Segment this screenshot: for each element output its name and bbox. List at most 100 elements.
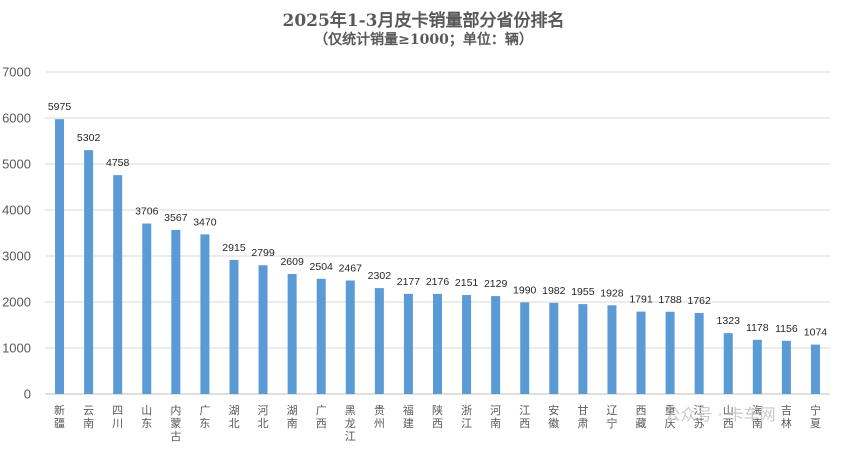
category-label: 庆 — [665, 416, 676, 430]
category-label: 东 — [141, 417, 152, 430]
data-label: 1990 — [513, 284, 537, 296]
category-label: 疆 — [54, 417, 65, 430]
data-label: 1762 — [687, 295, 711, 307]
watermark: 公众号 · 卡车网 — [664, 405, 775, 424]
chart-title: 2025年1-3月皮卡销量部分省份排名 — [282, 11, 565, 31]
category-label: 山 — [723, 404, 734, 417]
category-label: 西 — [316, 417, 327, 430]
category-label: 南 — [287, 417, 298, 430]
data-label: 2504 — [310, 261, 334, 273]
data-label: 3706 — [135, 206, 159, 218]
category-label: 蒙 — [170, 417, 181, 430]
bar — [433, 293, 442, 394]
category-label: 山 — [141, 404, 152, 417]
y-tick-label: 1000 — [2, 341, 31, 356]
data-label: 2151 — [455, 277, 479, 289]
category-label: 辽 — [606, 404, 617, 417]
data-label: 2176 — [426, 276, 450, 288]
bar — [200, 234, 210, 394]
bar — [84, 150, 94, 394]
y-tick-label: 4000 — [2, 203, 31, 218]
category-label: 新 — [54, 403, 65, 417]
category-label: 宁 — [810, 403, 821, 417]
category-label: 四 — [112, 404, 123, 417]
category-label: 黑 — [345, 404, 356, 417]
y-tick-label: 6000 — [2, 111, 31, 126]
category-label: 宁 — [606, 416, 617, 430]
category-label: 徽 — [548, 416, 559, 430]
data-label: 1791 — [629, 294, 653, 306]
category-label: 南 — [490, 417, 501, 430]
bar — [694, 312, 704, 394]
data-label: 2177 — [397, 276, 421, 288]
y-tick-label: 2000 — [2, 295, 31, 310]
data-label: 1955 — [571, 286, 595, 298]
bar — [171, 229, 181, 394]
bar — [636, 311, 646, 394]
category-label: 河 — [258, 404, 269, 417]
category-label: 湖 — [228, 404, 239, 417]
category-label: 南 — [752, 417, 763, 430]
data-label: 5302 — [77, 132, 101, 144]
chart-subtitle: （仅统计销量≥1000；单位：辆） — [314, 32, 533, 48]
category-label: 肃 — [577, 417, 588, 430]
category-label: 建 — [403, 416, 414, 430]
bar — [607, 305, 617, 394]
bar — [810, 344, 820, 394]
category-label: 江 — [461, 417, 472, 430]
data-label: 2302 — [368, 270, 392, 282]
y-tick-label: 3000 — [2, 249, 31, 264]
bar — [491, 296, 501, 394]
bar — [55, 119, 65, 395]
category-label: 江 — [519, 404, 530, 417]
data-label: 2467 — [339, 263, 363, 275]
bar — [258, 265, 268, 394]
category-label: 内 — [170, 403, 181, 417]
data-label: 3470 — [193, 216, 217, 228]
category-label: 吉 — [781, 404, 792, 417]
category-label: 夏 — [810, 417, 821, 430]
category-label: 湖 — [287, 404, 298, 417]
bar — [403, 293, 413, 394]
category-label: 河 — [490, 404, 501, 417]
category-label: 东 — [199, 417, 210, 430]
category-label: 苏 — [694, 417, 705, 430]
category-label: 贵 — [374, 404, 385, 417]
bar — [665, 311, 675, 394]
category-label: 云 — [83, 404, 94, 417]
category-label: 广 — [199, 404, 210, 417]
data-label: 1788 — [658, 294, 682, 306]
category-label: 西 — [636, 404, 647, 417]
bar — [113, 175, 123, 394]
category-label: 古 — [170, 430, 181, 443]
bar — [462, 295, 472, 394]
category-label: 西 — [519, 417, 530, 430]
y-tick-label: 5000 — [2, 157, 31, 172]
category-label: 陕 — [432, 403, 443, 417]
data-label: 1074 — [804, 327, 828, 339]
data-label: 1156 — [775, 323, 798, 335]
category-label: 龙 — [345, 417, 356, 430]
bar — [549, 302, 559, 394]
data-label: 3567 — [164, 212, 188, 224]
data-label: 1928 — [600, 287, 624, 299]
category-label: 安 — [548, 403, 559, 417]
data-label: 1178 — [746, 322, 769, 334]
category-label: 西 — [432, 417, 443, 430]
category-label: 南 — [83, 417, 94, 430]
category-label: 川 — [112, 417, 123, 430]
category-label: 藏 — [636, 417, 647, 430]
data-label: 2915 — [222, 242, 246, 254]
data-label: 2799 — [251, 247, 275, 259]
bar — [520, 302, 530, 394]
category-label: 北 — [228, 417, 239, 430]
category-label: 浙 — [461, 404, 472, 417]
category-label: 西 — [723, 417, 734, 430]
bar — [316, 278, 326, 394]
data-label: 2609 — [280, 256, 304, 268]
data-label: 1323 — [717, 315, 741, 327]
bar — [723, 333, 733, 394]
category-label: 江 — [694, 404, 705, 417]
